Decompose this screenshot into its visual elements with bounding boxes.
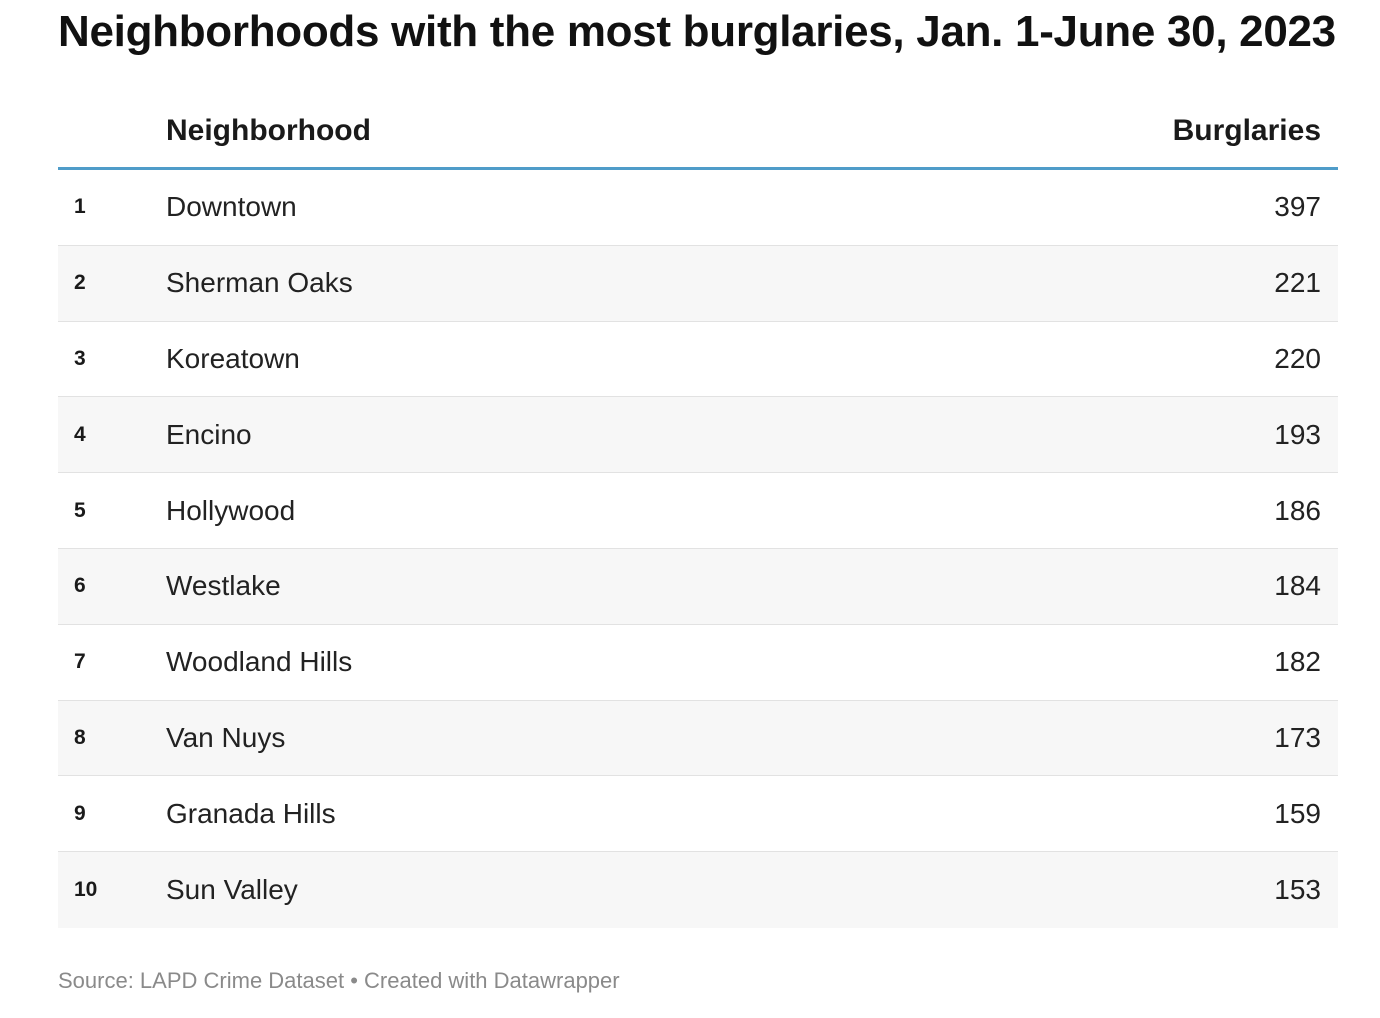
table-row: 7 Woodland Hills 182 — [58, 625, 1338, 701]
burglaries-cell: 221 — [1274, 267, 1321, 299]
neighborhood-cell: Sun Valley — [166, 874, 298, 906]
table-header: Neighborhood Burglaries — [58, 98, 1338, 170]
neighborhood-cell: Woodland Hills — [166, 646, 353, 678]
rank-cell: 6 — [74, 574, 86, 598]
neighborhood-cell: Van Nuys — [166, 721, 286, 753]
burglaries-cell: 153 — [1274, 874, 1321, 906]
table-row: 3 Koreatown 220 — [58, 322, 1338, 398]
table-row: 1 Downtown 397 — [58, 170, 1338, 246]
column-header-neighborhood[interactable]: Neighborhood — [166, 114, 371, 147]
burglaries-cell: 173 — [1274, 721, 1321, 753]
neighborhood-cell: Sherman Oaks — [166, 267, 353, 299]
table-row: 5 Hollywood 186 — [58, 473, 1338, 549]
burglaries-cell: 397 — [1274, 191, 1321, 223]
burglaries-cell: 193 — [1274, 418, 1321, 450]
neighborhood-cell: Encino — [166, 418, 252, 450]
table-body: 1 Downtown 397 2 Sherman Oaks 221 3 Koreatown 22… — [58, 170, 1338, 928]
rank-cell: 10 — [74, 878, 98, 902]
burglaries-cell: 159 — [1274, 797, 1321, 829]
data-table: Neighborhood Burglaries 1 Downtown 397 2 She… — [58, 98, 1338, 928]
source-footer: Source: LAPD Crime Dataset • Created wit… — [58, 968, 620, 993]
table-row: 10 Sun Valley 153 — [58, 852, 1338, 928]
burglaries-cell: 186 — [1274, 494, 1321, 526]
column-header-burglaries[interactable]: Burglaries — [1172, 114, 1321, 147]
rank-cell: 7 — [74, 650, 86, 674]
rank-cell: 9 — [74, 801, 86, 825]
neighborhood-cell: Downtown — [166, 191, 297, 223]
burglaries-cell: 220 — [1274, 342, 1321, 374]
rank-cell: 5 — [74, 498, 86, 522]
burglaries-cell: 182 — [1274, 646, 1321, 678]
rank-cell: 8 — [74, 725, 86, 749]
table-row: 9 Granada Hills 159 — [58, 776, 1338, 853]
neighborhood-cell: Granada Hills — [166, 797, 336, 829]
table-row: 6 Westlake 184 — [58, 548, 1338, 625]
table-row: 2 Sherman Oaks 221 — [58, 245, 1338, 322]
burglaries-cell: 184 — [1274, 570, 1321, 602]
neighborhood-cell: Westlake — [166, 570, 281, 602]
rank-cell: 3 — [74, 346, 86, 370]
rank-cell: 2 — [74, 271, 86, 295]
rank-cell: 4 — [74, 422, 86, 446]
rank-cell: 1 — [74, 195, 86, 219]
table-row: 8 Van Nuys 173 — [58, 700, 1338, 777]
table-row: 4 Encino 193 — [58, 397, 1338, 474]
chart-title: Neighborhoods with the most burglaries, … — [58, 7, 1336, 56]
neighborhood-cell: Hollywood — [166, 494, 296, 526]
neighborhood-cell: Koreatown — [166, 342, 300, 374]
